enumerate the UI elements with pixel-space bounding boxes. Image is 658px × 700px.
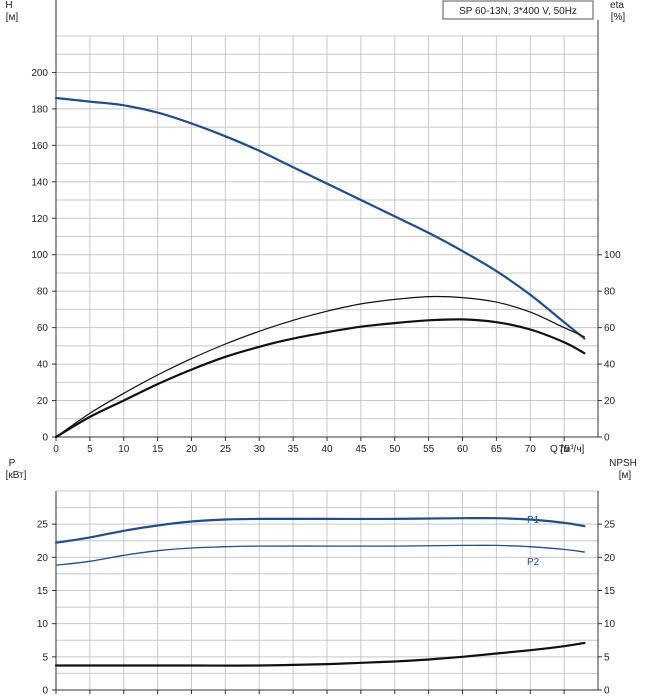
x-tick-label: 75 bbox=[559, 444, 571, 455]
y-label-left-top-line1: H bbox=[5, 0, 12, 11]
y-tick-label-left: 40 bbox=[37, 360, 49, 371]
y-tick-label-left: 15 bbox=[37, 586, 49, 597]
y-tick-label-left: 180 bbox=[31, 104, 48, 115]
y-tick-label-right: 60 bbox=[604, 323, 616, 334]
x-tick-label: 45 bbox=[355, 444, 367, 455]
series-line-npsh bbox=[54, 641, 586, 667]
x-tick-label: 30 bbox=[254, 444, 266, 455]
x-tick-label: 20 bbox=[186, 444, 198, 455]
x-tick-label: 40 bbox=[321, 444, 333, 455]
y-tick-label-left: 5 bbox=[42, 652, 48, 663]
series-line-eta-bold bbox=[54, 318, 586, 439]
y-label-right-bottom-line1: NPSH bbox=[609, 458, 637, 469]
series-line-p1 bbox=[54, 516, 586, 544]
y-tick-label-right: 10 bbox=[604, 619, 616, 630]
y-tick-label-right: 15 bbox=[604, 586, 616, 597]
x-axis-label: Q [м³/ч] bbox=[550, 444, 585, 455]
x-tick-label: 50 bbox=[389, 444, 401, 455]
series-line-eta-thin bbox=[55, 295, 585, 438]
x-tick-label: 15 bbox=[152, 444, 164, 455]
y-tick-label-left: 200 bbox=[31, 68, 48, 79]
y-tick-label-right: 0 bbox=[604, 686, 610, 697]
x-tick-label: 25 bbox=[220, 444, 232, 455]
x-tick-label: 55 bbox=[423, 444, 435, 455]
y-tick-label-left: 80 bbox=[37, 287, 49, 298]
top-series bbox=[54, 96, 586, 439]
x-tick-label: 60 bbox=[457, 444, 469, 455]
y-label-left-bottom-line1: P bbox=[9, 458, 16, 469]
model-label: SP 60-13N, 3*400 V, 50Hz bbox=[459, 6, 577, 17]
bottom-series bbox=[54, 516, 586, 667]
y-tick-label-right: 100 bbox=[604, 250, 621, 261]
y-label-left-bottom-line2: [кВт] bbox=[6, 470, 27, 481]
series-label-p2: P2 bbox=[527, 557, 540, 568]
y-label-right-top-line2: [%] bbox=[611, 12, 626, 23]
top-axes bbox=[52, 0, 602, 441]
top-tick-labels: 0 20 40 60 80 100 120 140 160 180 200 0 20 40 60 80 100 0… bbox=[31, 68, 621, 455]
y-tick-label-right: 5 bbox=[604, 652, 610, 663]
bottom-tick-labels: 0 5 10 15 20 25 0 5 10 15 20 25 bbox=[37, 520, 616, 697]
y-tick-label-left: 120 bbox=[31, 214, 48, 225]
y-tick-label-left: 20 bbox=[37, 553, 49, 564]
y-tick-label-right: 80 bbox=[604, 287, 616, 298]
x-tick-label: 0 bbox=[53, 444, 59, 455]
series-line-h bbox=[54, 96, 586, 340]
y-tick-label-left: 160 bbox=[31, 141, 48, 152]
series-label-p1: P1 bbox=[527, 515, 540, 526]
x-tick-label: 35 bbox=[288, 444, 300, 455]
y-tick-label-left: 25 bbox=[37, 520, 49, 531]
y-tick-label-right: 20 bbox=[604, 396, 616, 407]
bottom-grid bbox=[56, 490, 599, 690]
x-tick-label: 70 bbox=[525, 444, 537, 455]
y-tick-label-right: 0 bbox=[604, 433, 610, 444]
x-tick-label: 65 bbox=[491, 444, 503, 455]
bottom-panel: 0 5 10 15 20 25 0 5 10 15 20 25 P [кВт] NPSH [м] P1… bbox=[6, 458, 637, 697]
y-label-right-top-line1: eta bbox=[610, 0, 624, 11]
y-label-right-bottom-line2: [м] bbox=[619, 470, 632, 481]
y-tick-label-left: 10 bbox=[37, 619, 49, 630]
y-tick-label-right: 25 bbox=[604, 520, 616, 531]
y-tick-label-left: 100 bbox=[31, 250, 48, 261]
y-label-left-top-line2: [м] bbox=[6, 12, 19, 23]
bottom-axes bbox=[52, 491, 602, 694]
y-tick-label-left: 20 bbox=[37, 396, 49, 407]
series-line-p2 bbox=[55, 544, 586, 566]
model-label-box bbox=[442, 0, 594, 20]
y-tick-label-right: 20 bbox=[604, 553, 616, 564]
y-tick-label-right: 40 bbox=[604, 360, 616, 371]
x-tick-label: 5 bbox=[87, 444, 93, 455]
top-grid bbox=[56, 35, 599, 437]
x-tick-label: 10 bbox=[118, 444, 130, 455]
y-tick-label-left: 0 bbox=[42, 686, 48, 697]
y-tick-label-left: 140 bbox=[31, 177, 48, 188]
y-tick-label-left: 60 bbox=[37, 323, 49, 334]
y-tick-label-left: 0 bbox=[42, 433, 48, 444]
top-panel: 0 20 40 60 80 100 120 140 160 180 200 0 20 40 60 80 100 0… bbox=[5, 0, 625, 455]
